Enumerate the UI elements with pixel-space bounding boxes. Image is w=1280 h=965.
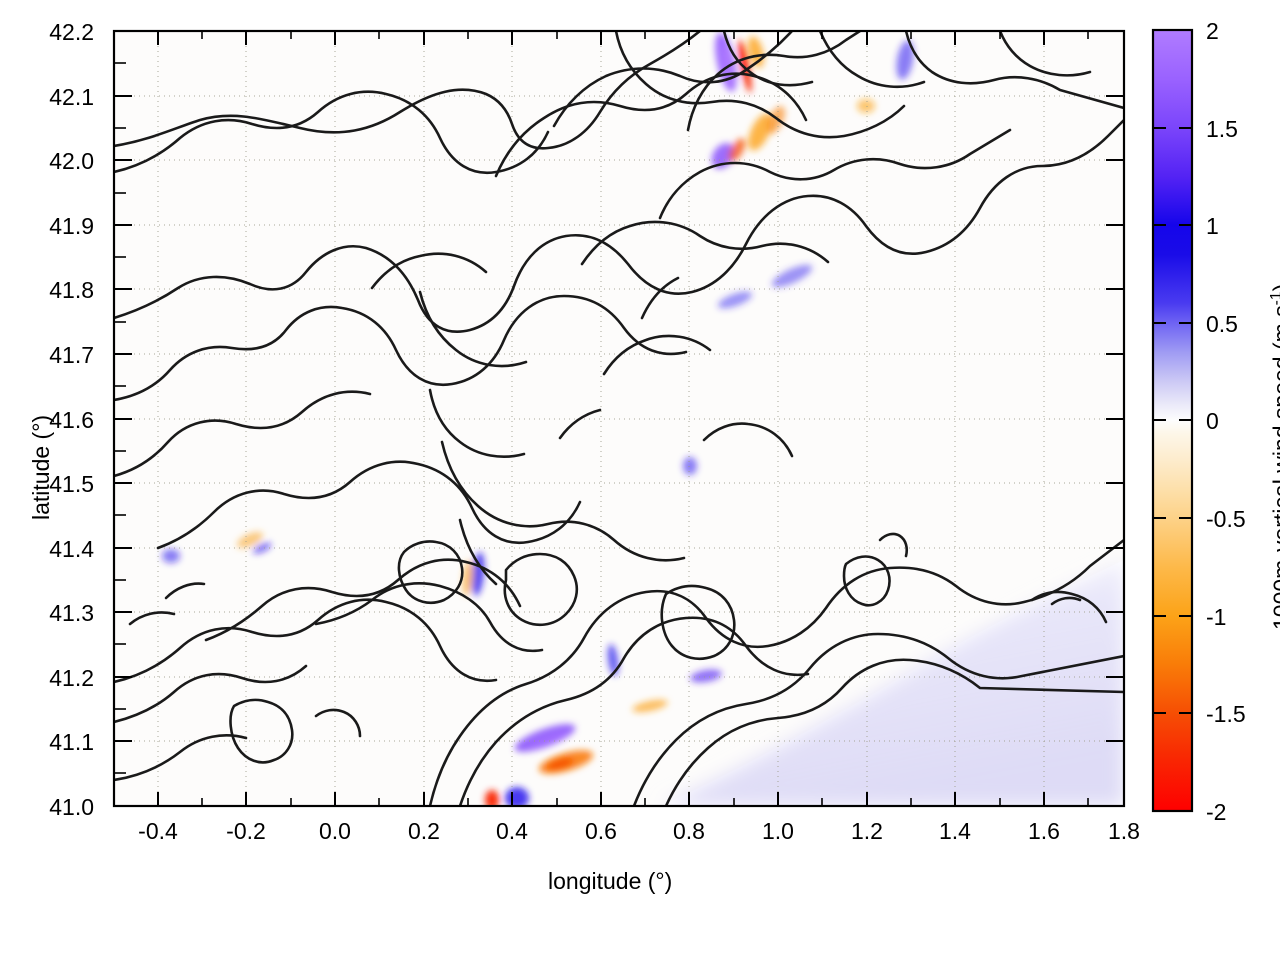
y-tick-label-42-2: 42.2 (49, 19, 94, 45)
x-tick-label-1-4: 1.4 (939, 818, 971, 844)
x-tick-label-0-4: 0.4 (496, 818, 528, 844)
cb-tick-label-2: 2 (1206, 18, 1219, 44)
colorbar-title-main: 1000m-vertical wind speed (m s (1268, 305, 1280, 630)
y-tick-label-42-0: 42.0 (49, 148, 94, 174)
y-tick-label-41-7: 41.7 (49, 342, 94, 368)
axis-ticks (114, 30, 1124, 807)
y-tick-label-41-0: 41.0 (49, 794, 94, 820)
cb-tick-label-1-5: 1.5 (1206, 116, 1238, 142)
cb-tick-label-m2: -2 (1206, 799, 1227, 825)
x-tick-label-0-2: 0.2 (408, 818, 440, 844)
x-tick-label-1-2: 1.2 (851, 818, 883, 844)
y-tick-label-41-5: 41.5 (49, 471, 94, 497)
x-tick-label-0-0: 0.0 (319, 818, 351, 844)
heatmap-field (114, 31, 1124, 806)
cb-tick-label-0-5: 0.5 (1206, 311, 1238, 337)
x-tick-label-0-6: 0.6 (585, 818, 617, 844)
cb-tick-label-1: 1 (1206, 213, 1219, 239)
cb-tick-label-m1: -1 (1206, 604, 1227, 630)
peak-features (162, 32, 914, 806)
x-tick-label-m0-2: -0.2 (226, 818, 266, 844)
colorbar-title: 1000m-vertical wind speed (m s-1) (1268, 284, 1280, 630)
y-tick-label-41-6: 41.6 (49, 407, 94, 433)
y-tick-label-41-9: 41.9 (49, 213, 94, 239)
colorbar-title-exponent: -1 (1268, 291, 1280, 306)
x-tick-label-1-8: 1.8 (1108, 818, 1140, 844)
y-tick-label-42-1: 42.1 (49, 84, 94, 110)
cb-tick-label-0: 0 (1206, 408, 1219, 434)
x-tick-label-1-6: 1.6 (1028, 818, 1060, 844)
y-tick-label-41-3: 41.3 (49, 600, 94, 626)
y-tick-label-41-1: 41.1 (49, 729, 94, 755)
x-tick-label-0-8: 0.8 (673, 818, 705, 844)
colorbar-title-tail: ) (1269, 284, 1280, 292)
y-tick-label-41-8: 41.8 (49, 277, 94, 303)
x-axis-title: longitude (°) (548, 868, 673, 894)
cb-tick-label-m1-5: -1.5 (1206, 701, 1246, 727)
terrain-contours (114, 31, 1124, 806)
cb-tick-label-m0-5: -0.5 (1206, 506, 1246, 532)
grid-lines (114, 31, 1124, 806)
colorbar (1151, 28, 1194, 813)
y-tick-label-41-2: 41.2 (49, 665, 94, 691)
x-tick-label-m0-4: -0.4 (138, 818, 178, 844)
y-axis-title: latitude (°) (28, 414, 54, 520)
x-tick-label-1-0: 1.0 (762, 818, 794, 844)
colorbar-ticks (1153, 127, 1192, 714)
y-tick-label-41-4: 41.4 (49, 536, 94, 562)
